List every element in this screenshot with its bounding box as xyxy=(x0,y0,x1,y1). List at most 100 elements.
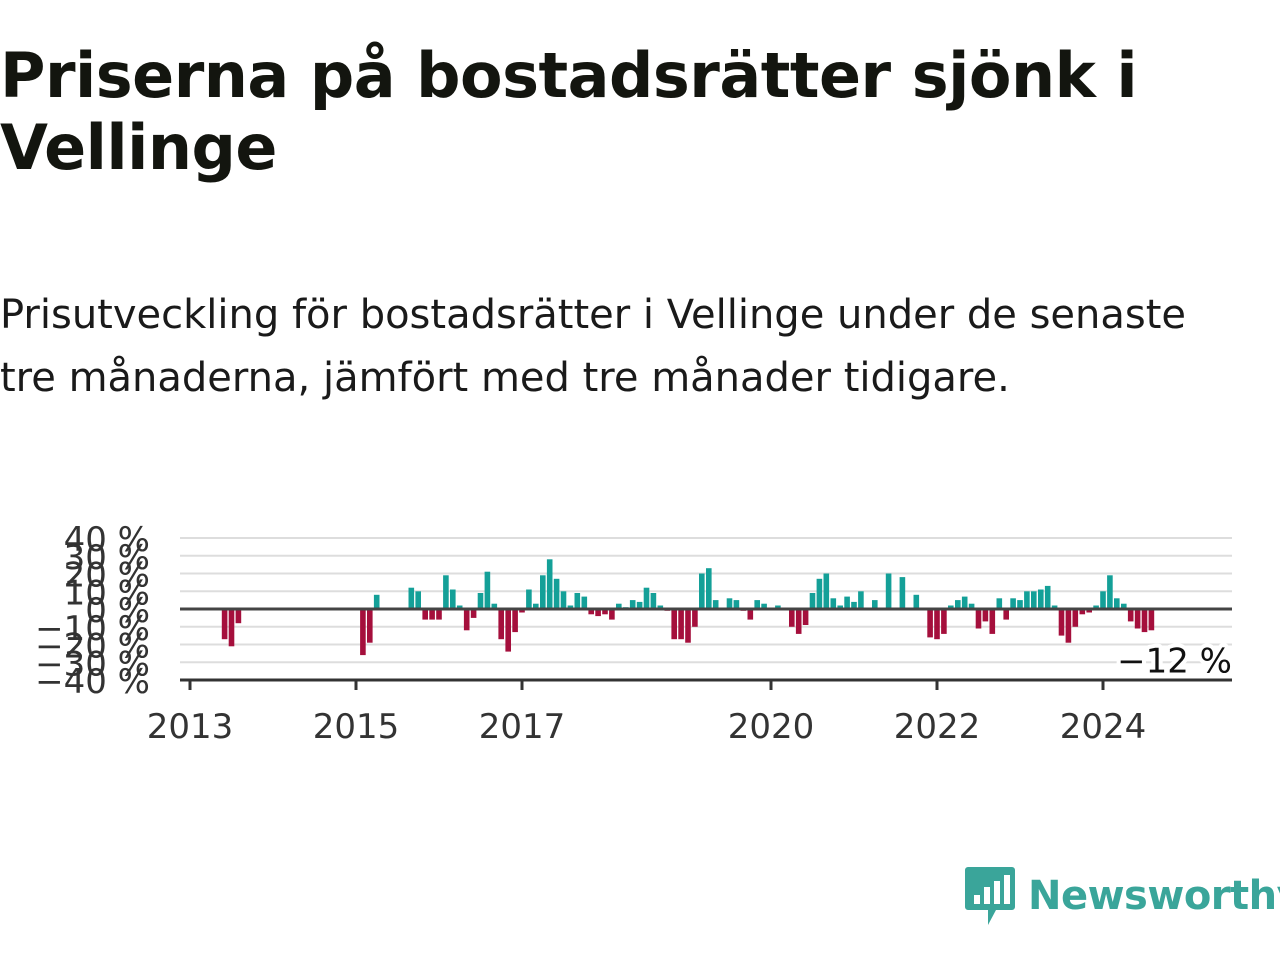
bar xyxy=(1127,609,1134,622)
bar xyxy=(934,609,940,640)
bar xyxy=(885,573,892,609)
bar xyxy=(643,587,650,609)
bar xyxy=(948,605,954,609)
logo-text: Newsworthy xyxy=(1028,873,1280,919)
x-tick-label: 2013 xyxy=(147,707,234,747)
bar xyxy=(1121,603,1127,609)
bar xyxy=(650,593,657,609)
bar xyxy=(491,603,498,609)
bar-chart-shield-icon xyxy=(965,867,1015,925)
bar xyxy=(837,605,843,609)
bar xyxy=(595,609,601,617)
bar xyxy=(1134,609,1141,629)
bar xyxy=(408,587,415,609)
bar xyxy=(733,600,740,609)
bar xyxy=(955,600,961,609)
bar xyxy=(823,573,830,609)
bar xyxy=(941,609,947,634)
bar xyxy=(1148,609,1155,631)
bar xyxy=(747,609,754,620)
bar xyxy=(1024,591,1030,610)
bar xyxy=(443,575,449,609)
axes xyxy=(180,607,1232,690)
y-tick-label: −30 % xyxy=(35,644,150,684)
bar xyxy=(629,600,636,609)
bar xyxy=(872,600,878,609)
bar xyxy=(456,605,463,609)
bar xyxy=(560,591,567,610)
bar xyxy=(463,609,470,631)
y-tick-label: 0 % xyxy=(85,591,150,631)
bar xyxy=(450,589,456,609)
y-tick-label: 30 % xyxy=(64,538,150,578)
bar xyxy=(989,609,996,634)
bar xyxy=(512,609,518,633)
bar xyxy=(602,609,608,615)
bar xyxy=(1079,609,1086,615)
bar xyxy=(609,609,615,620)
bar xyxy=(1044,585,1051,609)
bar xyxy=(982,609,989,622)
bar xyxy=(754,600,760,609)
bar xyxy=(526,589,532,609)
bar xyxy=(685,609,691,643)
bar xyxy=(228,609,235,647)
bar xyxy=(470,609,477,618)
bar xyxy=(1003,609,1009,620)
bar xyxy=(1065,609,1072,643)
bar xyxy=(996,598,1003,609)
y-tick-label: −20 % xyxy=(35,627,150,667)
bar xyxy=(484,571,491,609)
x-tick-label: 2022 xyxy=(894,707,981,747)
x-tick-label: 2020 xyxy=(728,707,815,747)
bar xyxy=(367,609,373,643)
y-tick-label: −40 % xyxy=(35,662,150,702)
bar xyxy=(692,609,698,627)
bar xyxy=(1058,609,1065,636)
bar xyxy=(809,593,816,609)
last-value-halo: −12 % xyxy=(1117,641,1232,681)
newsworthy-logo: Newsworthy xyxy=(964,864,1280,928)
bar xyxy=(1093,605,1099,609)
bar xyxy=(373,594,380,609)
bar xyxy=(1051,605,1058,609)
bar xyxy=(795,609,802,634)
bar xyxy=(927,609,933,638)
bar xyxy=(519,609,525,613)
bar xyxy=(1038,589,1044,609)
bar xyxy=(706,568,712,609)
x-tick-label: 2017 xyxy=(479,707,566,747)
bar xyxy=(1107,575,1113,609)
bar xyxy=(899,577,906,609)
bar xyxy=(360,609,366,656)
bars xyxy=(221,559,1155,656)
bar xyxy=(1100,591,1106,610)
last-value-label: −12 % xyxy=(1117,641,1232,681)
bar xyxy=(802,609,809,625)
bar xyxy=(1010,598,1016,609)
bar xyxy=(726,598,733,609)
bar xyxy=(553,578,560,609)
bar xyxy=(588,609,594,615)
bar xyxy=(616,603,622,609)
bar xyxy=(581,596,588,609)
bar xyxy=(429,609,435,620)
bar xyxy=(1114,598,1120,609)
bar xyxy=(968,603,975,609)
bar xyxy=(789,609,795,627)
bar xyxy=(636,601,643,609)
y-tick-label: 20 % xyxy=(64,556,150,596)
bar xyxy=(567,605,574,609)
x-tick-label: 2015 xyxy=(313,707,400,747)
bar xyxy=(436,609,442,620)
y-tick-label: 40 % xyxy=(64,520,150,560)
bar xyxy=(546,559,553,609)
bar xyxy=(540,575,546,609)
bar xyxy=(671,609,677,640)
bar xyxy=(851,601,857,609)
bar xyxy=(657,605,664,609)
y-tick-label: 10 % xyxy=(64,573,150,613)
bar xyxy=(422,609,428,620)
bar xyxy=(1086,609,1092,613)
